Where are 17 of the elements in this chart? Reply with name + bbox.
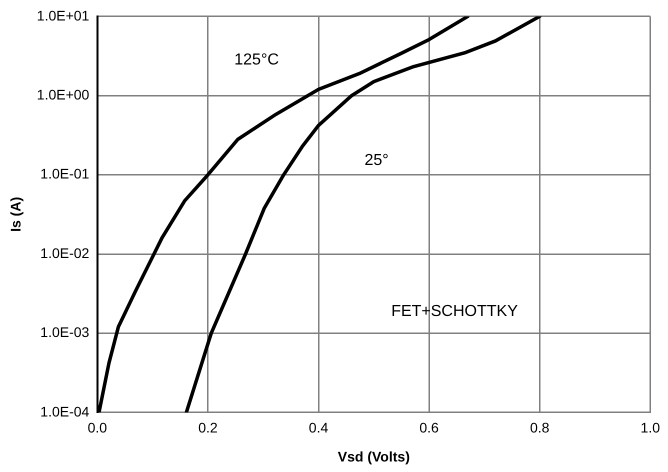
annotation: FET+SCHOTTKY [391, 302, 518, 320]
y-axis-title: Is (A) [7, 196, 24, 232]
x-tick-label: 0.0 [88, 420, 108, 436]
x-tick-label: 0.6 [419, 420, 440, 436]
annotation: 125°C [234, 51, 279, 68]
x-tick-label: 0.4 [308, 420, 328, 436]
y-tick-label: 1.0E+01 [36, 7, 90, 24]
y-tick-label: 1.0E-01 [40, 166, 90, 182]
annotation: 25° [364, 152, 389, 169]
x-tick-label: 0.2 [198, 420, 218, 436]
x-tick-label: 1.0 [640, 420, 660, 436]
y-tick-label: 1.0E-04 [40, 403, 90, 420]
y-tick-label: 1.0E+00 [36, 86, 90, 102]
x-axis-title: Vsd (Volts) [338, 448, 410, 464]
y-tick-label: 1.0E-02 [40, 244, 90, 261]
y-tick-label: 1.0E-03 [40, 324, 90, 340]
x-tick-label: 0.8 [530, 420, 550, 436]
